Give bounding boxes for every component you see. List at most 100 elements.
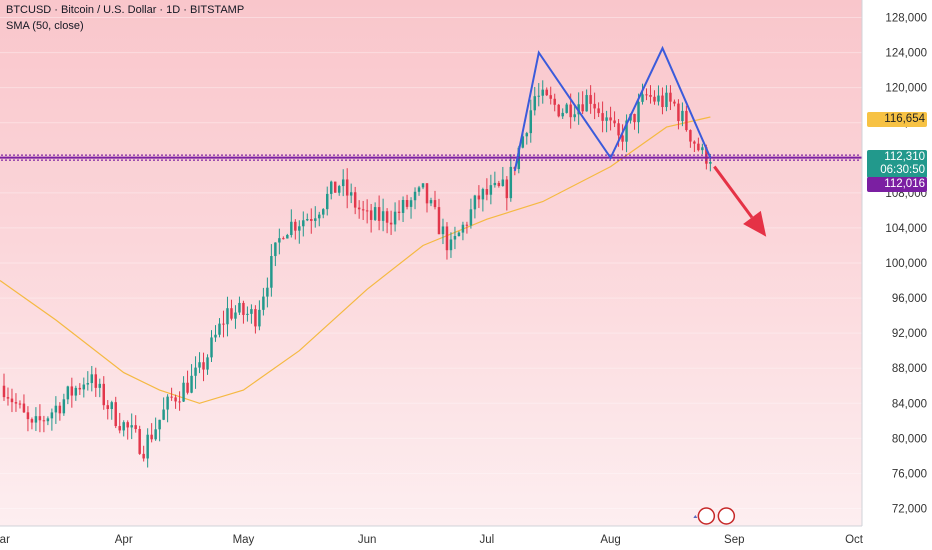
level-dot [841,154,843,157]
level-dot [149,159,151,162]
level-dot [281,159,283,162]
candle-body [417,187,421,192]
plot-background [0,0,862,526]
level-dot [317,159,319,162]
level-dot [345,154,347,157]
candle-body [373,207,377,220]
last-price-value: 112,310 [884,151,925,163]
level-dot [129,154,131,157]
level-dot [841,159,843,162]
level-dot [753,154,755,157]
level-dot [361,159,363,162]
level-dot [385,159,387,162]
last-price-tag: 112,310 06:30:50 [867,150,927,178]
level-dot [485,159,487,162]
level-dot [121,159,123,162]
level-dot [177,159,179,162]
candle-body [589,95,592,104]
candle-body [318,214,321,219]
candle-body [158,419,161,430]
candle-body [581,104,584,112]
level-dot [777,154,779,157]
level-dot [773,159,775,162]
candle-body [306,219,309,221]
candle-body [54,405,58,413]
candle-body [98,383,102,388]
level-dot [317,154,319,157]
level-dot [581,159,583,162]
level-dot [461,154,463,157]
candle-body [465,224,469,226]
candle-body [557,104,560,117]
level-dot [181,154,183,157]
level-dot [549,159,551,162]
candle-body [537,95,540,97]
level-dot [473,154,475,157]
level-dot [401,159,403,162]
level-dot [421,154,423,157]
candle-body [441,226,445,235]
level-dot [353,154,355,157]
level-dot [625,159,627,162]
candle-body [565,104,568,113]
level-dot [761,154,763,157]
level-dot [649,159,651,162]
candle-body [34,416,38,423]
candle-body [190,375,193,393]
level-dot [169,159,171,162]
level-dot [65,154,67,157]
price-axis: 72,000 76,000 80,000 84,000 88,000 92,000 96,0… [861,0,927,526]
level-dot [765,154,767,157]
level-dot [409,154,411,157]
y-grid [0,17,862,509]
level-dot [337,159,339,162]
level-dot [125,154,127,157]
candle-body [238,302,241,313]
level-dot [701,154,703,157]
candle-body [262,296,265,310]
level-dot [45,159,47,162]
level-dot [641,159,643,162]
y-tick-label: 76,000 [892,468,927,480]
level-dot [337,154,339,157]
level-dot [677,154,679,157]
level-dot [813,154,815,157]
level-dot [837,159,839,162]
level-dot [141,154,143,157]
candle-body [58,405,62,414]
level-dot [45,154,47,157]
level-dot [653,154,655,157]
candle-body [214,334,217,338]
level-dot [849,159,851,162]
level-dot [745,159,747,162]
level-dot [433,159,435,162]
y-tick-label: 80,000 [892,433,927,445]
candle-body [393,211,397,225]
level-dot [725,154,727,157]
candle-body [385,211,389,223]
level-dot [665,159,667,162]
candle-body [130,425,133,428]
level-dot [157,154,159,157]
candle-body [254,309,257,327]
candle-body [609,117,612,121]
y-tick-label: 124,000 [885,48,927,60]
symbol-title: BTCUSD · Bitcoin / U.S. Dollar · 1D · BI… [6,4,245,16]
candle-body [653,96,656,102]
level-dot [161,159,163,162]
level-dot [61,159,63,162]
level-dot [425,154,427,157]
level-dot [761,159,763,162]
indicator-label[interactable]: SMA (50, close) [6,20,84,32]
time-axis: Mar Apr May Jun Jul Aug Sep Oct [0,525,864,546]
candle-body [633,113,636,123]
candle-body [18,403,22,405]
level-dot [221,159,223,162]
level-dot [105,159,107,162]
y-tick-label: 104,000 [885,223,927,235]
level-dot [789,154,791,157]
level-dot [645,159,647,162]
level-dot [437,159,439,162]
